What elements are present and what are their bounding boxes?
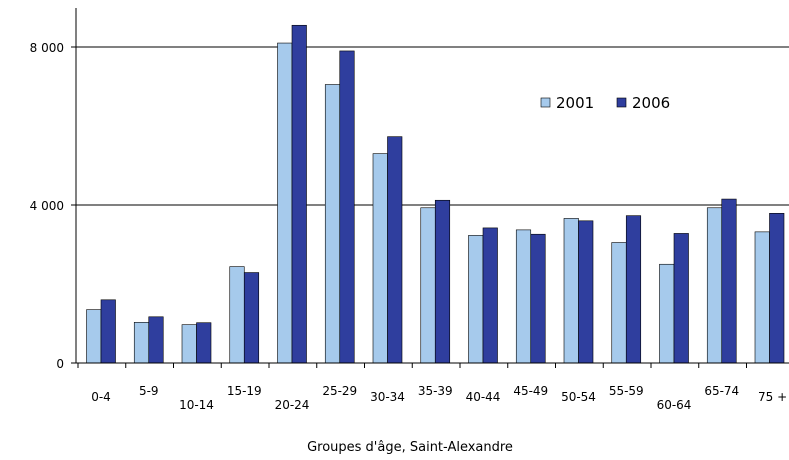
bar-2006-60-64 bbox=[673, 233, 689, 364]
bar-2001-55-59 bbox=[611, 242, 627, 364]
x-tick-label: 25-29 bbox=[322, 384, 357, 398]
bar-2006-30-34 bbox=[387, 136, 403, 364]
x-tick-label: 30-34 bbox=[370, 390, 405, 404]
x-tick-label: 75 + bbox=[758, 390, 787, 404]
x-tick-label: 20-24 bbox=[275, 398, 310, 412]
bar-2001-20-24 bbox=[277, 42, 293, 364]
bar-2001-15-19 bbox=[229, 266, 245, 364]
x-tick-label: 60-64 bbox=[657, 398, 692, 412]
x-tick-label: 65-74 bbox=[704, 384, 739, 398]
bar-2001-10-14 bbox=[181, 324, 197, 364]
x-axis-title: Groupes d'âge, Saint-Alexandre bbox=[307, 440, 513, 455]
x-tick-label: 15-19 bbox=[227, 384, 262, 398]
x-tick-label: 10-14 bbox=[179, 398, 214, 412]
x-tick-label: 45-49 bbox=[513, 384, 548, 398]
bar-2001-30-34 bbox=[372, 153, 388, 364]
bar-2006-75+ bbox=[769, 212, 785, 364]
legend-swatch-2001 bbox=[540, 97, 551, 108]
x-tick-label: 40-44 bbox=[466, 390, 501, 404]
x-tick-label: 5-9 bbox=[139, 384, 159, 398]
legend-label-2001: 2001 bbox=[556, 94, 594, 112]
bar-2006-15-19 bbox=[243, 272, 260, 364]
x-tick-label: 35-39 bbox=[418, 384, 453, 398]
bar-2006-10-14 bbox=[196, 322, 212, 364]
x-tick-label: 0-4 bbox=[91, 390, 111, 404]
y-tick-label: 0 bbox=[56, 357, 64, 371]
bar-2001-25-29 bbox=[324, 84, 341, 364]
bar-2006-45-49 bbox=[530, 233, 546, 364]
legend-swatch-2006 bbox=[616, 97, 627, 108]
y-tick-label: 8 000 bbox=[30, 41, 64, 55]
gridlines bbox=[71, 46, 789, 364]
bar-2006-20-24 bbox=[291, 24, 307, 364]
bar-2006-0-4 bbox=[100, 299, 116, 364]
y-tick-label: 4 000 bbox=[30, 199, 64, 213]
bar-2001-40-44 bbox=[468, 235, 484, 364]
bar-2006-40-44 bbox=[482, 227, 498, 364]
bar-2006-55-59 bbox=[625, 215, 642, 364]
bar-2001-50-54 bbox=[563, 218, 579, 364]
bar-2006-65-74 bbox=[721, 198, 737, 364]
bar-2006-50-54 bbox=[578, 220, 594, 364]
bar-2001-65-74 bbox=[706, 207, 723, 364]
bar-2001-0-4 bbox=[86, 309, 102, 364]
bar-2006-5-9 bbox=[148, 316, 164, 364]
bar-2006-25-29 bbox=[339, 50, 355, 364]
bars bbox=[86, 24, 785, 364]
bar-2001-60-64 bbox=[659, 263, 675, 364]
x-tick-labels: 0-4 5-9 10-14 15-19 20-24 25-29 30-34 35-39 40-4… bbox=[91, 384, 787, 412]
legend: 2001 2006 bbox=[540, 94, 670, 112]
legend-label-2006: 2006 bbox=[632, 94, 670, 112]
x-tick-label: 55-59 bbox=[609, 384, 644, 398]
bar-2001-75+ bbox=[754, 231, 770, 364]
bar-2001-5-9 bbox=[133, 322, 150, 364]
x-tick-label: 50-54 bbox=[561, 390, 596, 404]
y-tick-labels: 0 4 000 8 000 bbox=[30, 41, 64, 371]
x-ticks bbox=[77, 363, 747, 368]
bar-2001-45-49 bbox=[515, 229, 532, 364]
bar-2006-35-39 bbox=[434, 199, 451, 364]
bar-2001-35-39 bbox=[420, 207, 436, 364]
